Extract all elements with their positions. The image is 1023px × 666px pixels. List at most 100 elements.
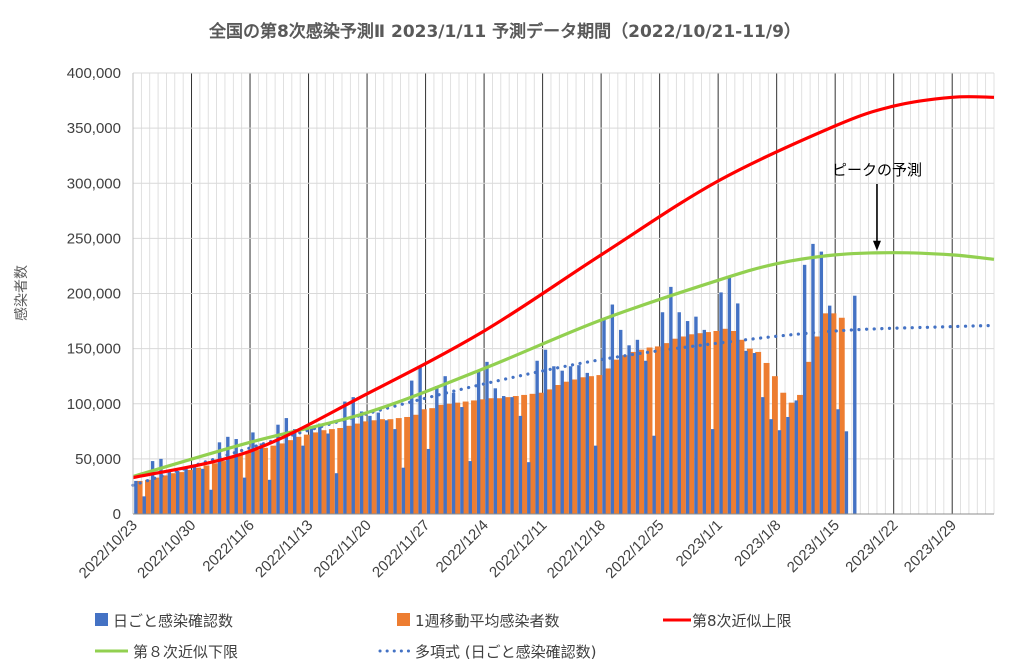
weekly-average-bar [822,313,828,514]
daily-count-bar [209,489,213,514]
daily-count-bar [577,365,581,514]
daily-count-bar [234,439,238,514]
weekly-average-bar [312,432,319,514]
weekly-average-bar [705,332,711,514]
weekly-average-bar [721,328,728,514]
daily-count-bar [610,304,615,514]
weekly-average-bar [571,379,578,514]
weekly-average-bar [813,336,820,514]
weekly-average-bar [537,392,544,514]
daily-count-bar [451,392,456,514]
daily-count-bar [226,436,230,514]
daily-count-bar [619,329,623,514]
weekly-average-bar [780,392,787,514]
daily-count-bar [802,264,807,514]
daily-count-bar [401,467,406,514]
daily-count-bar [493,388,498,514]
weekly-average-bar [613,359,620,514]
daily-count-bar [334,473,339,514]
daily-count-bar [669,286,673,514]
daily-count-bar [201,468,205,514]
weekly-average-bar [420,409,427,514]
daily-count-bar [359,411,364,514]
weekly-average-bar [287,440,294,514]
daily-count-bar [602,319,606,514]
y-tick-label: 100,000 [67,396,121,413]
y-tick-label: 350,000 [67,120,121,137]
y-tick-label: 300,000 [67,175,121,192]
daily-count-bar [627,345,631,514]
daily-count-bar [585,372,589,514]
daily-count-bar [727,275,732,514]
daily-count-bar [410,380,414,514]
weekly-average-bar [429,408,436,514]
line-layer [131,95,996,487]
daily-count-bar [251,432,255,514]
upper-bound-line [132,95,995,480]
weekly-average-bar [671,338,678,514]
legend-swatch-daily [95,613,108,626]
weekly-average-bar [278,443,285,514]
weekly-average-bar [270,445,277,514]
daily-count-bar [217,442,222,514]
daily-count-bar [293,429,297,514]
daily-count-bar [827,305,832,514]
y-axis-label: 感染者数 [13,265,30,321]
weekly-average-bar [688,334,695,514]
daily-count-bar [761,397,765,514]
y-tick-label: 0 [113,506,121,523]
daily-count-bar [426,448,431,514]
weekly-average-bar [445,403,452,514]
weekly-average-bar [462,401,469,514]
weekly-average-bar [838,317,845,514]
weekly-average-bar [646,347,653,514]
weekly-average-bar [738,339,745,514]
legend-label-daily: 日ごと感染確認数 [113,612,233,630]
weekly-average-bar [437,404,444,514]
daily-count-bar [134,480,138,514]
legend: 日ごと感染確認数 1週移動平均感染者数 第8次近似上限 第８次近似下限 多項式 … [95,612,792,661]
daily-count-bar [811,243,815,514]
daily-count-bar [652,435,656,514]
weekly-average-bar [588,376,594,514]
weekly-average-bar [663,343,670,514]
daily-count-bar [786,416,790,514]
weekly-average-bar [730,330,737,514]
weekly-average-bar [554,385,561,514]
weekly-average-bar [496,398,502,514]
legend-label-upper: 第8次近似上限 [692,612,792,630]
daily-count-bar [769,419,773,514]
daily-count-bar [543,349,548,514]
weekly-average-bar [153,477,160,514]
weekly-average-bar [621,355,628,514]
weekly-average-bar [145,479,151,514]
weekly-average-bar [295,436,302,514]
weekly-average-bar [161,475,168,514]
daily-count-bar [552,366,556,514]
orange-bars [136,313,845,514]
weekly-average-bar [387,419,394,514]
daily-count-bar [167,472,172,514]
daily-count-bar [736,303,740,514]
daily-count-bar [276,424,280,514]
daily-count-bar [376,412,380,514]
daily-count-bar [284,418,289,514]
weekly-average-bar [220,461,227,514]
daily-count-bar [267,479,272,514]
weekly-average-bar [362,421,369,514]
annotation-text: ピークの予測 [832,161,922,179]
weekly-average-bar [546,389,553,514]
daily-count-bar [644,360,648,514]
y-tick-label: 50,000 [75,451,121,468]
weekly-average-bar [253,450,260,514]
daily-count-bar [476,370,481,514]
y-tick-label: 150,000 [67,341,121,358]
peak-annotation: ピークの予測 [832,161,922,251]
daily-count-bar [710,429,715,514]
daily-count-bar [184,468,188,514]
daily-count-bar [836,409,840,514]
weekly-average-bar [696,333,703,514]
weekly-average-bar [680,336,686,514]
legend-label-weekly: 1週移動平均感染者数 [415,612,560,630]
daily-count-bar [460,407,464,514]
